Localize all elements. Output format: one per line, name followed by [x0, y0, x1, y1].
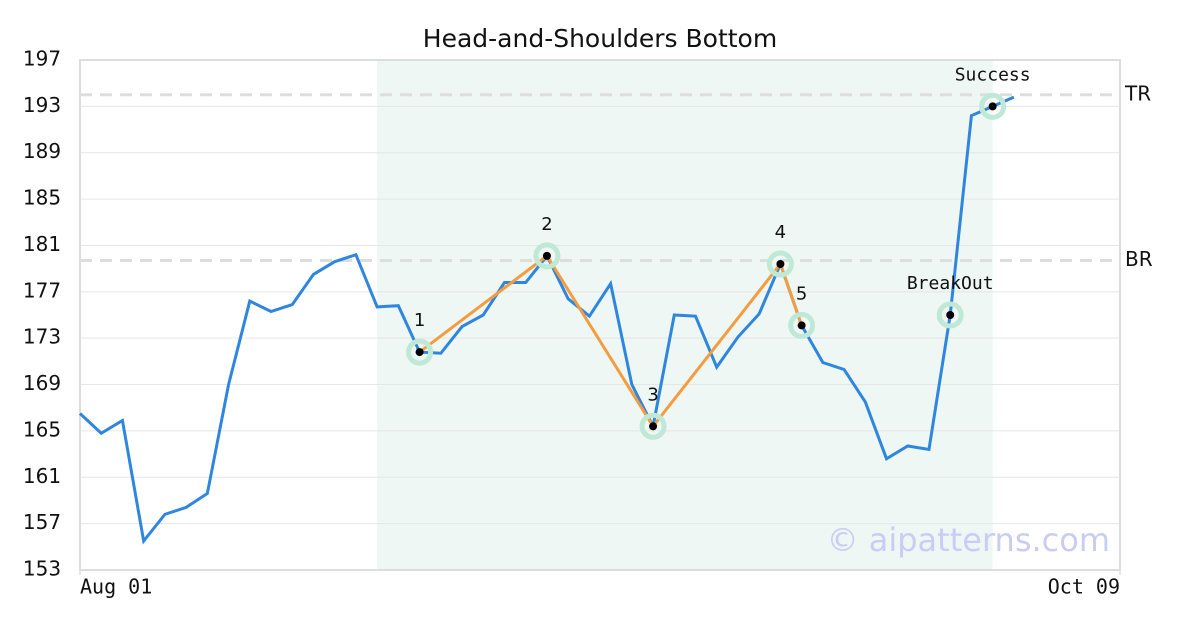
- point-marker: [649, 422, 658, 431]
- watermark: © aipatterns.com: [827, 521, 1110, 559]
- point-halo: [533, 242, 561, 270]
- point-halo: [639, 412, 667, 440]
- y-tick-label: 177: [23, 278, 61, 302]
- chart-title: Head-and-Shoulders Bottom: [423, 24, 777, 53]
- point-label: 5: [796, 283, 807, 304]
- y-tick-label: 185: [23, 186, 61, 210]
- point-label: 3: [647, 384, 658, 405]
- y-tick-label: 197: [23, 47, 61, 71]
- y-tick-label: 165: [23, 417, 61, 441]
- point-halo: [406, 338, 434, 366]
- y-tick-label: 169: [23, 371, 61, 395]
- point-halo: [788, 311, 816, 339]
- point-label: Success: [955, 64, 1031, 85]
- point-marker: [415, 348, 424, 357]
- point-marker: [542, 251, 551, 260]
- y-tick-label: 161: [23, 464, 61, 488]
- y-tick-label: 193: [23, 93, 61, 117]
- plot-frame: [79, 59, 1121, 571]
- y-tick-label: 173: [23, 325, 61, 349]
- reference-label: TR: [1124, 81, 1151, 105]
- x-tick-label: Oct 09: [1048, 575, 1120, 599]
- y-tick-label: 157: [23, 510, 61, 534]
- point-halo: [936, 301, 964, 329]
- point-halo: [979, 92, 1007, 120]
- point-label: 4: [775, 222, 786, 243]
- y-tick-label: 153: [23, 557, 61, 581]
- reference-label: BR: [1125, 247, 1153, 271]
- point-label: 2: [541, 214, 552, 235]
- x-tick-label: Aug 01: [80, 575, 152, 599]
- point-label: BreakOut: [907, 273, 994, 294]
- y-tick-label: 181: [23, 232, 61, 256]
- point-label: 1: [414, 310, 425, 331]
- point-marker: [946, 311, 955, 319]
- point-marker: [797, 321, 806, 330]
- point-marker: [776, 260, 785, 268]
- y-tick-label: 189: [23, 139, 61, 163]
- point-halo: [766, 250, 794, 278]
- point-marker: [988, 102, 997, 111]
